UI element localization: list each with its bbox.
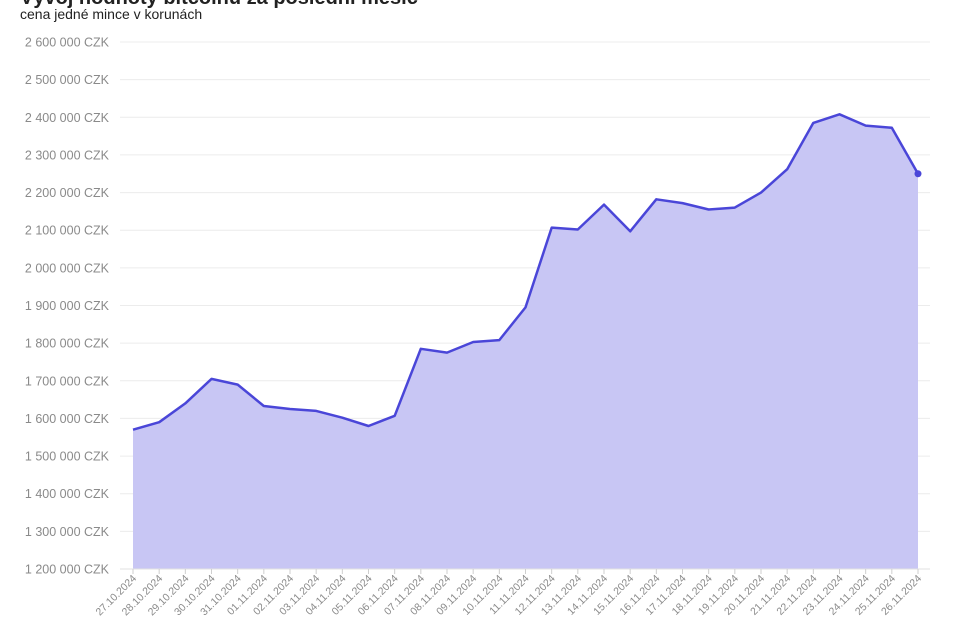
y-tick-label: 2 000 000 CZK xyxy=(25,261,110,275)
y-tick-label: 1 700 000 CZK xyxy=(25,374,110,388)
y-axis: 1 200 000 CZK 1 300 000 CZK 1 400 000 CZK 1… xyxy=(25,36,110,577)
y-tick-label: 2 500 000 CZK xyxy=(25,73,110,87)
y-tick-label: 1 900 000 CZK xyxy=(25,299,110,313)
data-points xyxy=(914,170,922,178)
y-tick-label: 1 500 000 CZK xyxy=(25,450,110,464)
y-tick-label: 2 300 000 CZK xyxy=(25,148,110,162)
area-fill xyxy=(133,114,918,570)
y-tick-label: 2 100 000 CZK xyxy=(25,224,110,238)
data-point xyxy=(914,170,922,178)
y-tick-label: 2 600 000 CZK xyxy=(25,36,110,50)
series-line xyxy=(132,113,920,431)
y-tick-label: 1 200 000 CZK xyxy=(25,563,110,577)
y-tick-label: 1 800 000 CZK xyxy=(25,337,110,351)
chart-subtitle: cena jedné mince v korunách xyxy=(20,6,203,22)
chart-title: Vývoj hodnoty bitcoinu za poslední měsíc xyxy=(20,0,418,10)
y-tick-label: 1 300 000 CZK xyxy=(25,525,110,539)
y-tick-label: 1 400 000 CZK xyxy=(25,487,110,501)
y-tick-label: 2 400 000 CZK xyxy=(25,111,110,125)
x-axis: 27.10.202428.10.202429.10.202430.10.2024… xyxy=(93,568,930,618)
y-tick-label: 1 600 000 CZK xyxy=(25,412,110,426)
y-tick-label: 2 200 000 CZK xyxy=(25,186,110,200)
